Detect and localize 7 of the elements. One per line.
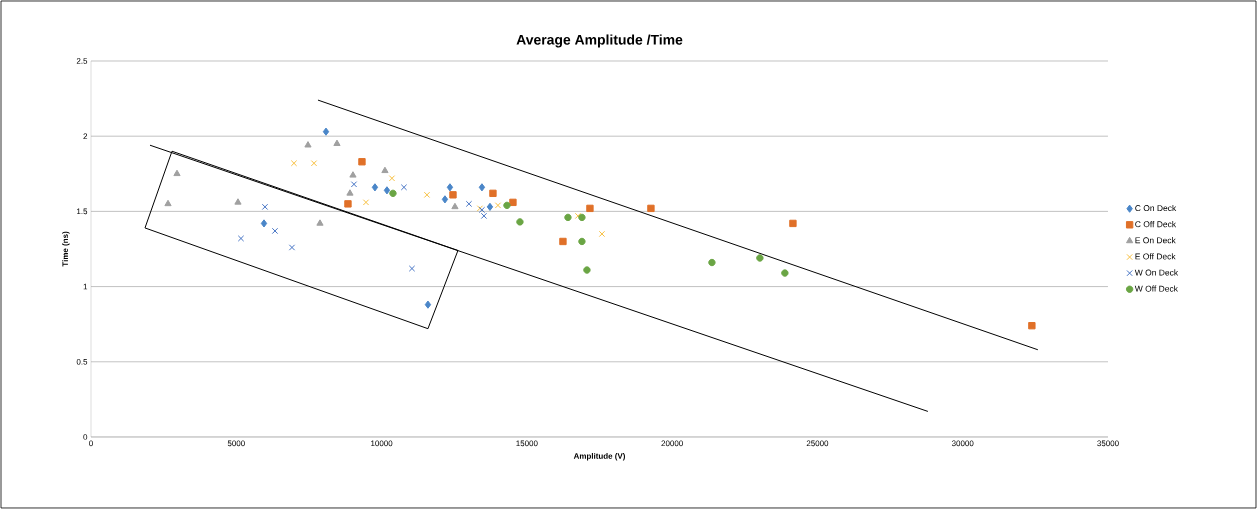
legend-label: C On Deck bbox=[1135, 204, 1177, 212]
legend-label: E On Deck bbox=[1135, 237, 1176, 244]
chart-title: Average Amplitude /Time bbox=[516, 34, 683, 48]
legend-label: C Off Deck bbox=[1135, 220, 1177, 228]
legend-label: W Off Deck bbox=[1134, 285, 1178, 292]
legend-label: W On Deck bbox=[1134, 269, 1179, 276]
legend-label: E Off Deck bbox=[1135, 253, 1176, 260]
